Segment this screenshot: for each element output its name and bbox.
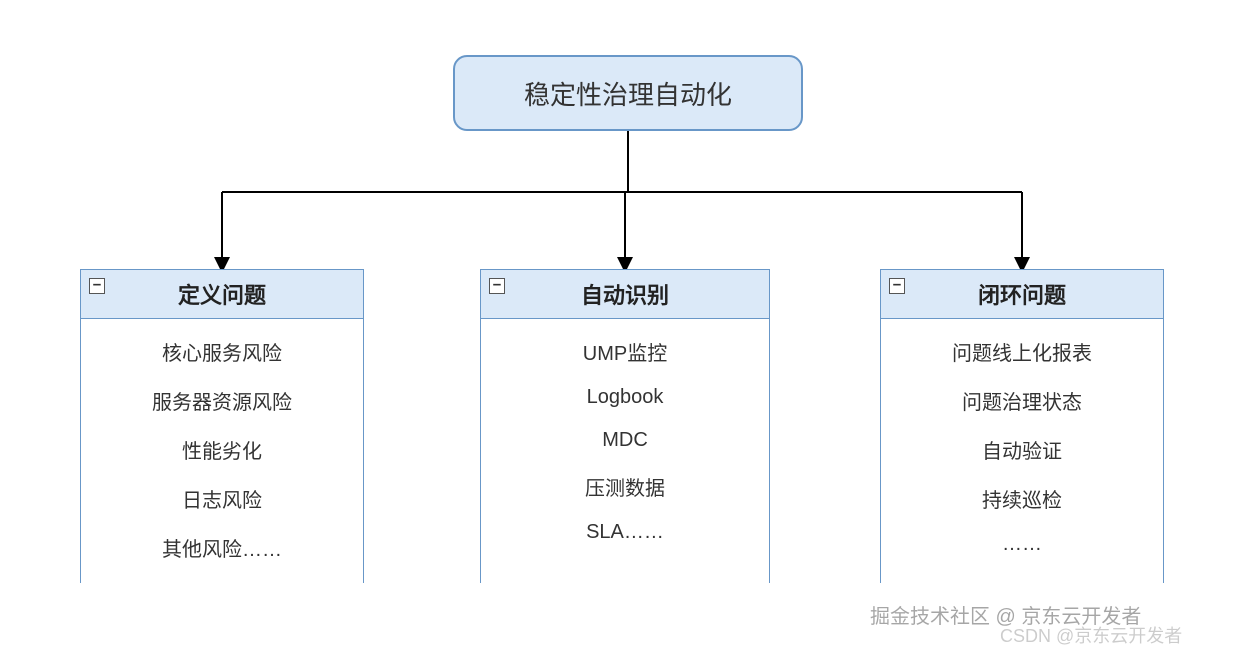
branch-0: 定义问题核心服务风险服务器资源风险性能劣化日志风险其他风险…… (80, 269, 364, 583)
collapse-icon[interactable] (889, 278, 905, 294)
list-item: …… (1002, 533, 1042, 556)
branch-title: 定义问题 (178, 278, 266, 310)
collapse-icon[interactable] (489, 278, 505, 294)
list-item: 压测数据 (585, 472, 665, 501)
branch-1: 自动识别 UMP监控 Logbook MDC 压测数据 SLA…… (480, 269, 770, 583)
branch-header: 自动识别 (481, 270, 769, 318)
list-item: Logbook (587, 386, 664, 409)
watermark-primary: 掘金技术社区 @ 京东云开发者 (870, 600, 1141, 629)
collapse-icon[interactable] (89, 278, 105, 294)
list-item: 问题治理状态 (962, 386, 1082, 415)
root-node: 稳定性治理自动化 (453, 55, 803, 131)
list-item: 日志风险 (182, 484, 262, 513)
branch-body: 问题线上化报表问题治理状态自动验证持续巡检 …… (881, 318, 1163, 584)
list-item: 自动验证 (982, 435, 1062, 464)
list-item: 其他风险…… (162, 533, 282, 562)
list-item: 持续巡检 (982, 484, 1062, 513)
root-label: 稳定性治理自动化 (524, 75, 732, 112)
list-item: 问题线上化报表 (952, 337, 1092, 366)
branch-body: 核心服务风险服务器资源风险性能劣化日志风险其他风险…… (81, 318, 363, 584)
branch-2: 闭环问题问题线上化报表问题治理状态自动验证持续巡检 …… (880, 269, 1164, 583)
branch-header: 闭环问题 (881, 270, 1163, 318)
list-item: MDC (602, 429, 648, 452)
branch-header: 定义问题 (81, 270, 363, 318)
watermark-secondary: CSDN @京东云开发者 (1000, 622, 1182, 648)
branch-title: 闭环问题 (978, 278, 1066, 310)
list-item: UMP监控 (583, 337, 667, 366)
list-item: 服务器资源风险 (152, 386, 292, 415)
branch-title: 自动识别 (581, 278, 669, 310)
list-item: 性能劣化 (182, 435, 262, 464)
list-item: 核心服务风险 (162, 337, 282, 366)
list-item: SLA…… (586, 521, 664, 544)
branch-body: UMP监控 Logbook MDC 压测数据 SLA…… (481, 318, 769, 584)
